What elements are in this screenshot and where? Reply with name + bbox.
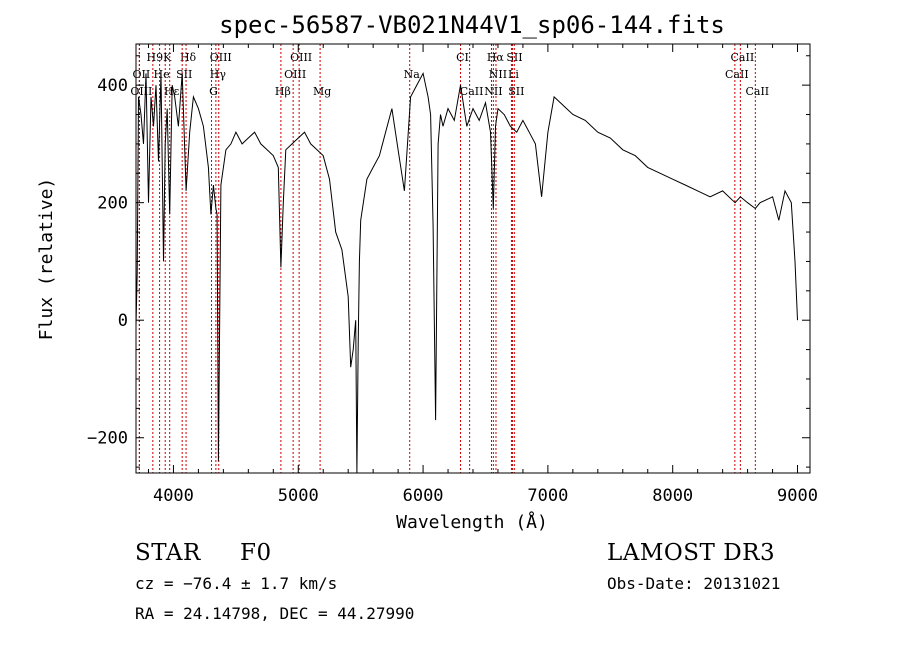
line-label-1: K [163, 51, 172, 64]
y-axis: −200 0 200 400 [87, 55, 810, 468]
line-label-25: SII [508, 85, 524, 98]
line-label-2: Hδ [180, 51, 197, 64]
line-label-24: NII [484, 85, 502, 98]
line-label-15: NII [489, 68, 507, 81]
line-label-3: OIII [210, 51, 232, 64]
line-label-20: G [209, 85, 218, 98]
sky-coordinates: RA = 24.14798, DEC = 44.27990 [135, 604, 415, 623]
line-label-17: CaII [725, 68, 749, 81]
observation-date: Obs-Date: 20131021 [607, 574, 781, 593]
x-tick-label-2: 6000 [403, 486, 444, 506]
spectral-subclass: F0 [240, 540, 272, 566]
x-tick-label-1: 5000 [278, 486, 319, 506]
line-label-14: Na [404, 68, 421, 81]
y-tick-label-1: 0 [118, 311, 128, 331]
x-tick-label-4: 8000 [652, 486, 693, 506]
x-tick-label-3: 7000 [527, 486, 568, 506]
line-label-13: OIII [284, 68, 306, 81]
line-label-23: CaII [460, 85, 484, 98]
object-class: STAR [135, 540, 201, 566]
x-tick-label-0: 4000 [153, 486, 194, 506]
line-label-4: OIII [290, 51, 312, 64]
y-tick-label-0: −200 [87, 429, 128, 449]
line-label-5: CI [456, 51, 469, 64]
line-label-18: OIII [130, 85, 152, 98]
line-label-8: CaII [731, 51, 755, 64]
x-axis: 4000 5000 6000 7000 8000 9000 [147, 44, 818, 506]
x-tick-label-5: 9000 [777, 486, 818, 506]
line-label-16: Li [508, 68, 519, 81]
line-label-26: CaII [745, 85, 769, 98]
x-axis-label: Wavelength (Å) [396, 511, 548, 533]
line-label-10: He [154, 68, 170, 81]
y-tick-label-2: 200 [97, 194, 128, 214]
chart-title: spec-56587-VB021N44V1_sp06-144.fits [219, 11, 725, 39]
y-tick-label-3: 400 [97, 76, 128, 96]
line-label-21: Hβ [275, 85, 291, 98]
line-label-11: SII [176, 68, 192, 81]
line-label-12: Hγ [210, 68, 227, 81]
spectrum-line [135, 71, 798, 474]
redshift-value: cz = −76.4 ± 1.7 km/s [135, 574, 338, 593]
line-label-22: Mg [313, 85, 331, 98]
survey-name: LAMOST DR3 [607, 540, 776, 566]
y-axis-label: Flux (relative) [36, 178, 57, 341]
line-label-0: H9 [147, 51, 164, 64]
line-label-9: OII [133, 68, 151, 81]
